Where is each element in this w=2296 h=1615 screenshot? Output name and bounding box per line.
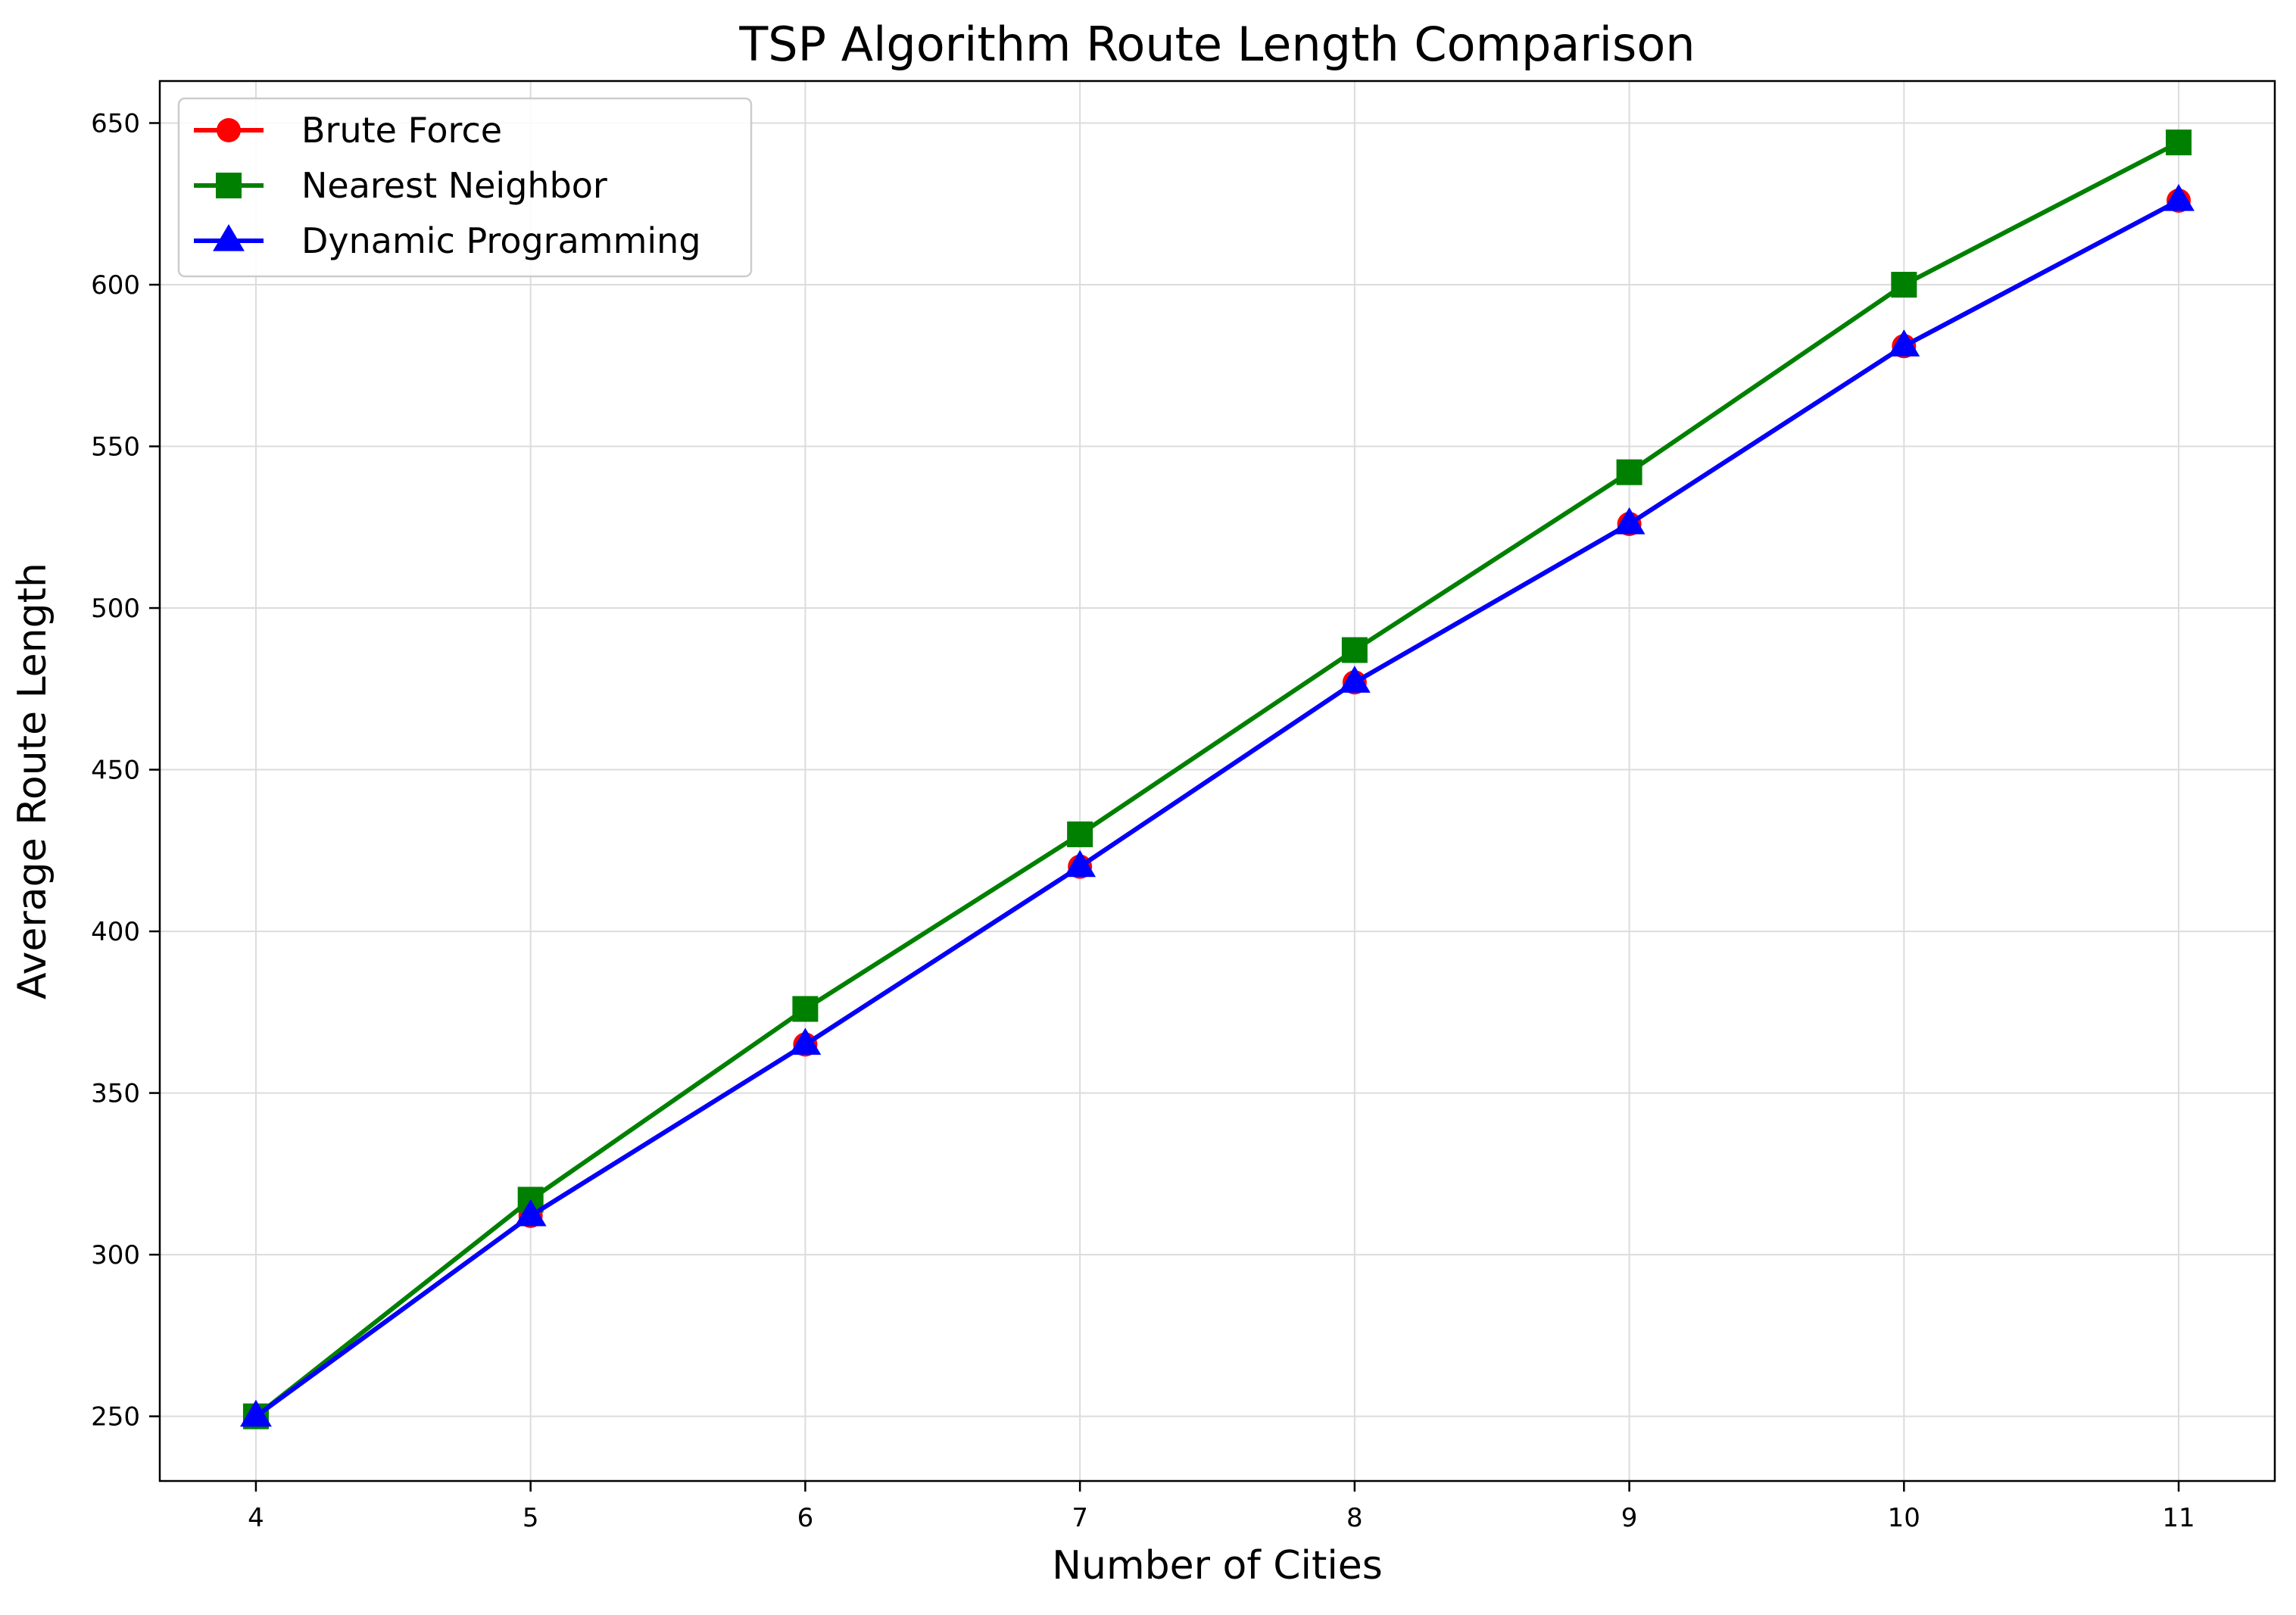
x-tick-label: 10 [1888, 1503, 1920, 1533]
data-point-dynamic-programming [1338, 666, 1371, 693]
data-point-nearest-neighbor [1067, 821, 1093, 847]
data-point-nearest-neighbor [2166, 129, 2192, 156]
data-point-dynamic-programming [1888, 329, 1920, 357]
legend-label-dynamic-programming: Dynamic Programming [301, 220, 701, 261]
legend-marker-brute-force [217, 118, 241, 142]
series-line-dynamic-programming [253, 198, 2182, 1419]
y-tick-label: 300 [91, 1240, 140, 1270]
data-point-dynamic-programming [2163, 183, 2195, 211]
x-tick-label: 6 [797, 1503, 814, 1533]
data-point-dynamic-programming [240, 1399, 272, 1427]
y-tick-label: 350 [91, 1079, 140, 1109]
y-tick-label: 550 [91, 432, 140, 463]
y-tick-label: 400 [91, 917, 140, 947]
y-axis-title: Average Route Length [10, 563, 55, 999]
x-tick-label: 4 [248, 1503, 264, 1533]
y-tick-label: 650 [91, 109, 140, 139]
y-tick-label: 500 [91, 594, 140, 624]
legend-entry-dynamic-programming: Dynamic Programming [194, 220, 701, 261]
legend: Brute Force Nearest Neighbor Dynamic Progr… [177, 97, 753, 278]
axis-ticks: 4 5 6 7 8 9 10 11 250 300 350 400 450 500 550 600 650 [91, 109, 2195, 1533]
data-point-nearest-neighbor [792, 996, 819, 1022]
chart-title: TSP Algorithm Route Length Comparison [738, 17, 1695, 72]
data-point-nearest-neighbor [1891, 272, 1917, 298]
y-tick-label: 450 [91, 756, 140, 786]
x-tick-label: 8 [1346, 1503, 1363, 1533]
x-tick-label: 7 [1072, 1503, 1088, 1533]
series-dynamic-programming [240, 183, 2195, 1427]
series-line-nearest-neighbor [253, 140, 2182, 1419]
y-tick-label: 250 [91, 1402, 140, 1433]
data-point-nearest-neighbor [1341, 637, 1368, 663]
grid [160, 81, 2275, 1481]
legend-label-nearest-neighbor: Nearest Neighbor [301, 165, 607, 206]
data-point-dynamic-programming [789, 1027, 822, 1055]
x-tick-label: 9 [1621, 1503, 1638, 1533]
series-layer [240, 129, 2195, 1429]
data-point-dynamic-programming [1064, 850, 1097, 878]
y-tick-label: 600 [91, 270, 140, 301]
legend-box [177, 97, 753, 278]
data-point-nearest-neighbor [1616, 459, 1642, 485]
data-point-dynamic-programming [1613, 507, 1646, 535]
x-axis-title: Number of Cities [1052, 1543, 1383, 1588]
legend-marker-dynamic-programming [213, 224, 245, 251]
x-tick-label: 5 [523, 1503, 539, 1533]
data-point-dynamic-programming [514, 1199, 547, 1227]
plot-frame [158, 80, 2276, 1482]
legend-label-brute-force: Brute Force [301, 110, 502, 151]
x-tick-label: 11 [2162, 1503, 2195, 1533]
legend-entry-brute-force: Brute Force [194, 110, 502, 151]
legend-marker-nearest-neighbor [216, 173, 242, 198]
legend-entry-nearest-neighbor: Nearest Neighbor [194, 165, 607, 206]
